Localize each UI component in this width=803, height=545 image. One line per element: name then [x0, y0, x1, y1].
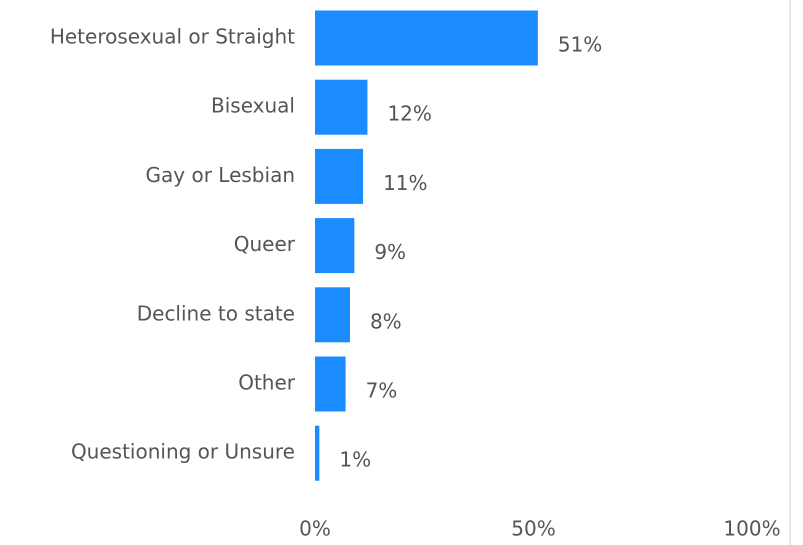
bar	[315, 10, 538, 66]
y-tick-label: Questioning or Unsure	[71, 440, 295, 464]
y-tick-label: Gay or Lesbian	[146, 163, 295, 187]
bar	[315, 356, 346, 412]
bar	[315, 287, 350, 343]
bar	[315, 218, 355, 274]
bar	[315, 148, 364, 204]
x-tick-label: 0%	[299, 517, 331, 541]
value-label: 12%	[387, 102, 431, 126]
y-tick-label: Bisexual	[211, 94, 295, 118]
y-tick-label: Other	[238, 371, 296, 395]
y-tick-label: Decline to state	[137, 301, 295, 325]
value-label: 11%	[383, 171, 427, 195]
y-tick-label: Queer	[234, 232, 296, 256]
x-tick-label: 100%	[723, 517, 780, 541]
value-label: 9%	[374, 240, 406, 264]
value-label: 8%	[370, 309, 402, 333]
value-label: 51%	[558, 33, 602, 57]
value-label: 1%	[339, 448, 371, 472]
y-tick-label: Heterosexual or Straight	[50, 25, 295, 49]
x-tick-label: 50%	[511, 517, 555, 541]
bar	[315, 425, 320, 481]
value-label: 7%	[366, 379, 398, 403]
bar	[315, 79, 368, 135]
